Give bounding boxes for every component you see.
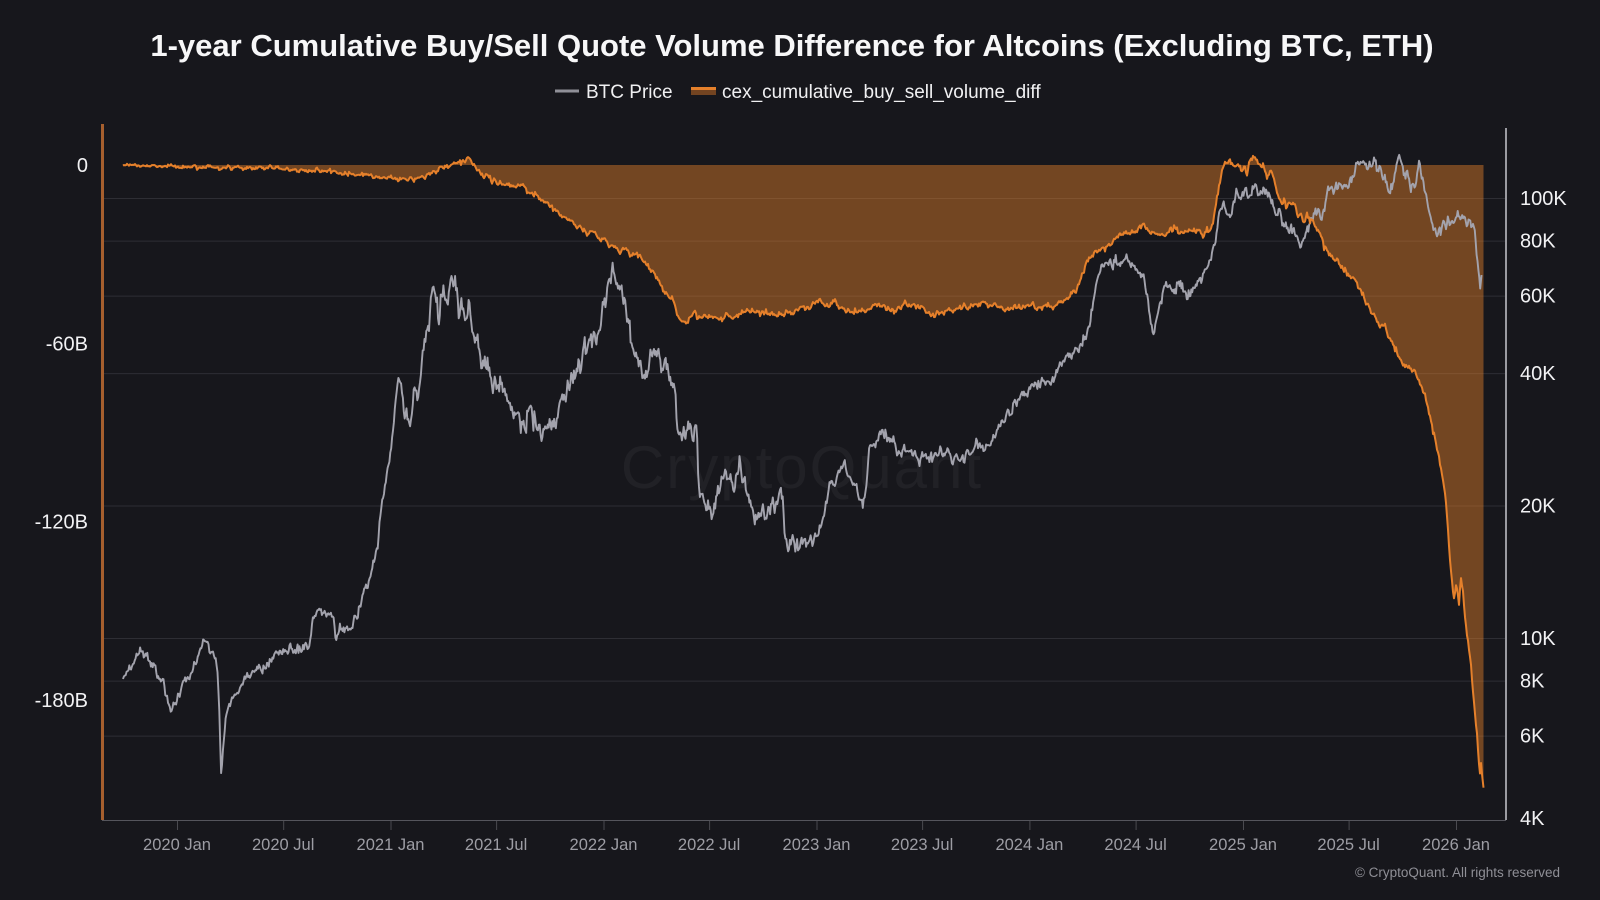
svg-text:-60B: -60B <box>46 333 88 355</box>
svg-text:10K: 10K <box>1520 628 1556 650</box>
svg-text:2023 Jan: 2023 Jan <box>783 836 851 854</box>
svg-text:2022 Jan: 2022 Jan <box>570 836 638 854</box>
svg-text:-180B: -180B <box>35 690 88 712</box>
svg-text:2023 Jul: 2023 Jul <box>891 836 953 854</box>
svg-text:2024 Jul: 2024 Jul <box>1104 836 1166 854</box>
svg-text:40K: 40K <box>1520 363 1556 385</box>
svg-text:2022 Jul: 2022 Jul <box>678 836 740 854</box>
svg-text:2025 Jul: 2025 Jul <box>1317 836 1379 854</box>
svg-text:BTC Price: BTC Price <box>586 82 673 103</box>
svg-text:0: 0 <box>77 155 88 177</box>
svg-text:80K: 80K <box>1520 231 1556 253</box>
svg-text:4K: 4K <box>1520 808 1545 830</box>
svg-text:20K: 20K <box>1520 496 1556 518</box>
svg-text:2021 Jan: 2021 Jan <box>357 836 425 854</box>
svg-text:2020 Jul: 2020 Jul <box>252 836 314 854</box>
svg-text:© CryptoQuant. All rights rese: © CryptoQuant. All rights reserved <box>1355 865 1560 880</box>
svg-text:2026 Jan: 2026 Jan <box>1422 836 1490 854</box>
svg-text:8K: 8K <box>1520 671 1545 693</box>
svg-text:2025 Jan: 2025 Jan <box>1209 836 1277 854</box>
svg-text:6K: 6K <box>1520 726 1545 748</box>
svg-text:2021 Jul: 2021 Jul <box>465 836 527 854</box>
svg-text:60K: 60K <box>1520 286 1556 308</box>
svg-text:2024 Jan: 2024 Jan <box>995 836 1063 854</box>
svg-text:100K: 100K <box>1520 188 1567 210</box>
svg-text:-120B: -120B <box>35 512 88 534</box>
svg-text:CryptoQuant: CryptoQuant <box>621 434 983 501</box>
svg-text:2020 Jan: 2020 Jan <box>143 836 211 854</box>
svg-text:1-year Cumulative Buy/Sell Quo: 1-year Cumulative Buy/Sell Quote Volume … <box>150 28 1433 63</box>
svg-text:cex_cumulative_buy_sell_volume: cex_cumulative_buy_sell_volume_diff <box>722 82 1041 103</box>
